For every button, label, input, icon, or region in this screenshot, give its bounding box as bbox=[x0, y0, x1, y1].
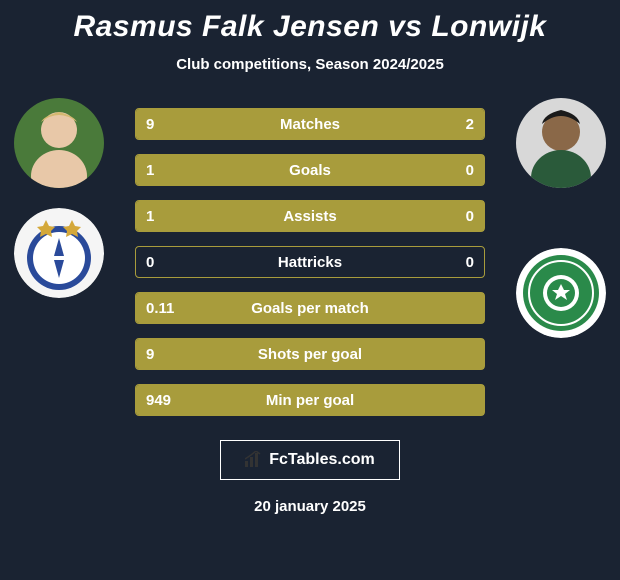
player-right-avatar bbox=[516, 98, 606, 188]
club-right-svg bbox=[516, 248, 606, 338]
stat-row-goals-per-match: 0.11 Goals per match bbox=[135, 292, 485, 324]
stat-row-assists: 1 Assists 0 bbox=[135, 200, 485, 232]
stat-row-matches: 9 Matches 2 bbox=[135, 108, 485, 140]
date: 20 january 2025 bbox=[0, 498, 620, 515]
stat-right-value: 0 bbox=[466, 155, 474, 185]
player-left-club bbox=[14, 208, 104, 298]
stat-right-value: 0 bbox=[466, 247, 474, 277]
stat-label: Goals per match bbox=[136, 293, 484, 323]
watermark: FcTables.com bbox=[220, 440, 400, 480]
watermark-text: FcTables.com bbox=[269, 451, 375, 469]
avatar-left-svg bbox=[14, 98, 104, 188]
page-title: Rasmus Falk Jensen vs Lonwijk bbox=[0, 0, 620, 44]
stat-right-value: 0 bbox=[466, 201, 474, 231]
stat-label: Assists bbox=[136, 201, 484, 231]
stat-row-shots-per-goal: 9 Shots per goal bbox=[135, 338, 485, 370]
stat-label: Min per goal bbox=[136, 385, 484, 415]
stat-row-min-per-goal: 949 Min per goal bbox=[135, 384, 485, 416]
stat-row-goals: 1 Goals 0 bbox=[135, 154, 485, 186]
stat-label: Hattricks bbox=[136, 247, 484, 277]
chart-icon bbox=[245, 451, 263, 470]
stats-content: 9 Matches 2 1 Goals 0 1 Assists 0 0 Hatt… bbox=[0, 108, 620, 515]
stat-label: Matches bbox=[136, 109, 484, 139]
stat-label: Shots per goal bbox=[136, 339, 484, 369]
stat-right-value: 2 bbox=[466, 109, 474, 139]
stat-row-hattricks: 0 Hattricks 0 bbox=[135, 246, 485, 278]
player-left-avatar bbox=[14, 98, 104, 188]
avatar-right-svg bbox=[516, 98, 606, 188]
page-subtitle: Club competitions, Season 2024/2025 bbox=[0, 56, 620, 73]
stats-bars: 9 Matches 2 1 Goals 0 1 Assists 0 0 Hatt… bbox=[135, 108, 485, 416]
club-left-svg bbox=[14, 208, 104, 298]
player-right-club bbox=[516, 248, 606, 338]
stat-label: Goals bbox=[136, 155, 484, 185]
